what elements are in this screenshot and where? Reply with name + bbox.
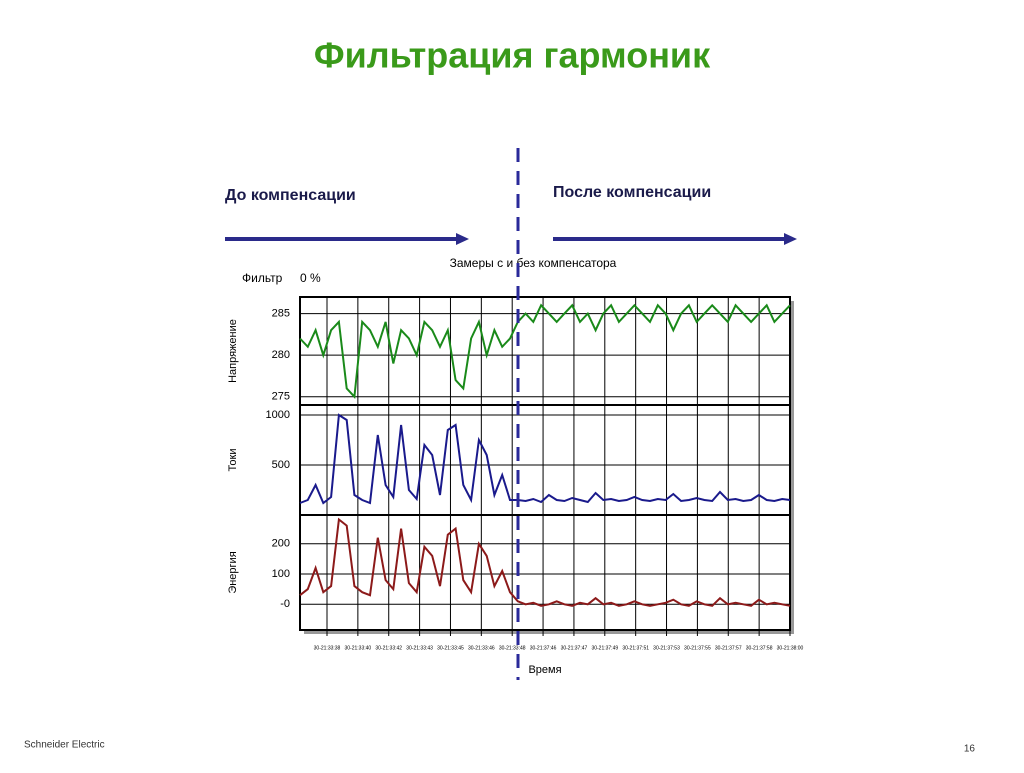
plot-frame (299, 296, 791, 631)
chart-title: Замеры с и без компенсатора (450, 256, 617, 270)
x-tick-label: 30-21:37:53 (653, 645, 680, 651)
plot: 30-21:33:38 30-21:33:40 30-21:33:42 30-21:3… (227, 297, 804, 651)
x-tick-label: 30-21:33:45 (437, 645, 464, 651)
series-line (299, 517, 791, 607)
x-tick-label: 30-21:37:46 (530, 645, 557, 651)
y-tick-label: 280 (272, 349, 290, 361)
y-tick-label: 275 (272, 391, 290, 403)
x-tick-label: 30-21:37:51 (622, 645, 649, 651)
filter-value: 0 % (300, 271, 321, 285)
x-tick-label: 30-21:37:49 (591, 645, 618, 651)
slide-title: Фильтрация гармоник (314, 35, 711, 76)
before-label: До компенсации (225, 187, 356, 204)
y-tick-label: 100 (272, 568, 290, 580)
x-tick-label: 30-21:37:55 (684, 645, 711, 651)
after-label: После компенсации (553, 184, 711, 201)
x-tick-label: 30-21:37:57 (715, 645, 742, 651)
x-tick-label: 30-21:33:46 (468, 645, 495, 651)
series-line (299, 413, 791, 505)
y-tick-label: 1000 (266, 409, 290, 421)
series-line (299, 303, 791, 399)
x-tick-label: 30-21:33:40 (345, 645, 372, 651)
x-tick-label: 30-21:38:00 (777, 645, 804, 651)
arrow-head (784, 233, 797, 245)
y-tick-label: 285 (272, 308, 290, 320)
filter-label: Фильтр (242, 271, 283, 285)
x-tick-label: 30-21:33:43 (406, 645, 433, 651)
arrow-head (456, 233, 469, 245)
y-axis-label: Напряжение (227, 319, 239, 383)
y-tick-label: -0 (280, 598, 290, 610)
x-tick-label: 30-21:37:47 (561, 645, 588, 651)
y-tick-label: 200 (272, 538, 290, 550)
x-tick-label: 30-21:33:38 (314, 645, 341, 651)
y-axis-label: Токи (227, 449, 239, 472)
x-tick-label: 30-21:33:48 (499, 645, 526, 651)
x-tick-label: 30-21:37:58 (746, 645, 773, 651)
x-axis-label: Время (528, 664, 561, 676)
y-tick-label: 500 (272, 459, 290, 471)
page-number: 16 (964, 744, 976, 755)
footer: Schneider Electric (24, 740, 105, 751)
x-tick-label: 30-21:33:42 (375, 645, 402, 651)
y-axis-label: Энергия (227, 551, 239, 593)
